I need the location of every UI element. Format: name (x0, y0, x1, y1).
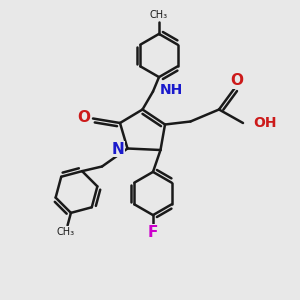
Text: NH: NH (160, 83, 183, 97)
Text: F: F (148, 225, 158, 240)
Text: O: O (77, 110, 90, 124)
Text: N: N (111, 142, 124, 157)
Text: O: O (230, 73, 244, 88)
Text: CH₃: CH₃ (150, 11, 168, 20)
Text: CH₃: CH₃ (57, 227, 75, 237)
Text: OH: OH (254, 116, 277, 130)
